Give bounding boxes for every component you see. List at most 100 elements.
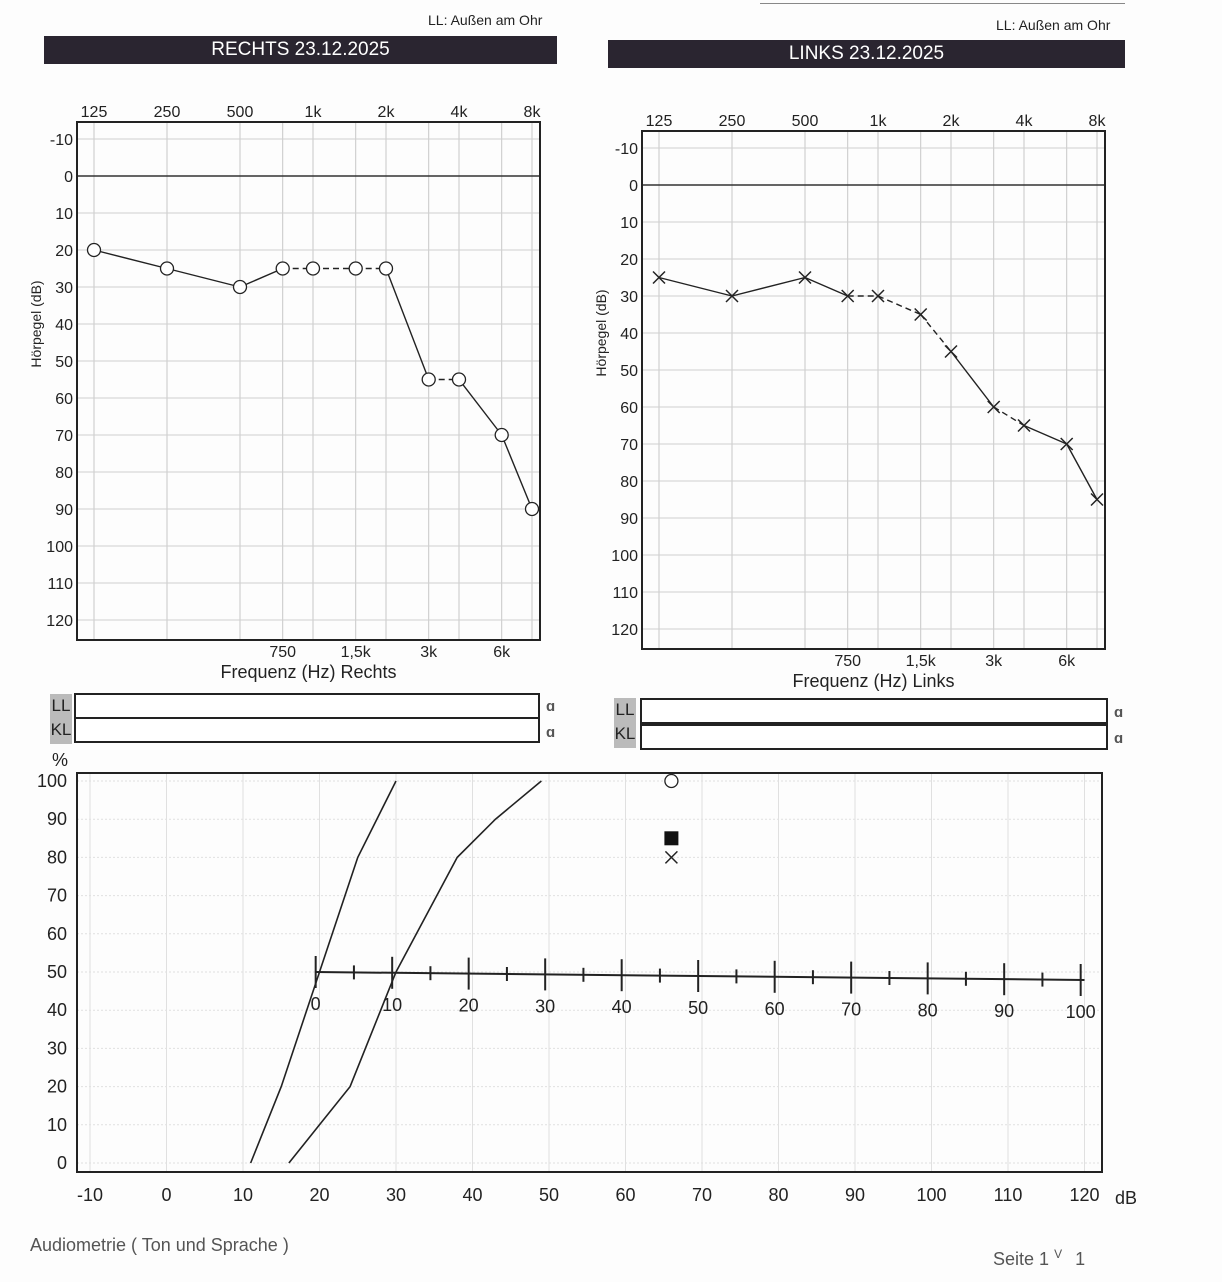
- page-label: Seite 1: [993, 1249, 1050, 1269]
- y-tick-label: 100: [46, 539, 73, 556]
- y-tick-label: 110: [612, 585, 638, 602]
- y-tick-label: 60: [55, 391, 73, 408]
- inner-scale-axis: [315, 971, 1085, 981]
- top-tick-label: 125: [646, 113, 673, 130]
- y-tick-label: 0: [629, 178, 638, 195]
- y-tick-label: 110: [47, 576, 73, 593]
- inner-scale-label: 70: [841, 1000, 861, 1020]
- square-marker: [664, 831, 679, 846]
- y-tick-label: 30: [47, 1038, 67, 1058]
- inner-scale-label: 100: [1066, 1002, 1096, 1022]
- page-indicator: Seite 1 V 1: [993, 1247, 1085, 1270]
- series-segment: [1066, 443, 1098, 500]
- bottom-tick-label: 750: [269, 644, 296, 661]
- top-tick-label: 500: [227, 104, 254, 121]
- x-axis-unit: dB: [1115, 1188, 1137, 1208]
- y-tick-label: 80: [620, 474, 638, 491]
- y-tick-label: 20: [47, 1077, 67, 1097]
- inner-scale-label: 10: [382, 995, 402, 1015]
- circle-marker: [305, 261, 321, 276]
- x-tick-label: 80: [768, 1185, 788, 1205]
- y-tick-label: 40: [47, 1000, 67, 1020]
- y-tick-label: 70: [55, 428, 73, 445]
- ll-kl-tag-left: LL KL: [614, 698, 636, 748]
- series-segment: [501, 434, 533, 510]
- top-tick-label: 4k: [1016, 113, 1034, 130]
- audiogram-right: 125 250 500 1k 2k 4k 8k 750 1,5k 3k 6k -10 0 10 20 30 40…: [28, 104, 541, 682]
- ear-icon: ɑ: [1114, 730, 1124, 747]
- series-segment: [93, 249, 168, 270]
- bottom-tick-label: 3k: [985, 653, 1003, 670]
- x-marker: [664, 850, 678, 864]
- y-tick-label: 0: [57, 1153, 67, 1173]
- top-tick-label: 1k: [305, 104, 323, 121]
- x-marker: [871, 289, 885, 303]
- y-tick-label: 90: [55, 502, 73, 519]
- y-tick-label: 80: [55, 465, 73, 482]
- inner-scale-label: 80: [918, 1000, 938, 1020]
- y-tick-label: 50: [55, 354, 73, 371]
- y-tick-label: 80: [47, 847, 67, 867]
- series-segment: [385, 268, 430, 380]
- y-tick-label: 0: [64, 169, 73, 186]
- bottom-tick-label: 1,5k: [906, 653, 937, 670]
- series-segment: [458, 379, 503, 436]
- bottom-tick-label: 750: [834, 653, 861, 670]
- ll-kl-tag-right: LL KL: [50, 694, 72, 744]
- circle-marker: [451, 372, 467, 387]
- circle-marker: [275, 261, 290, 276]
- y-tick-label: 50: [620, 363, 638, 380]
- circle-marker: [421, 372, 436, 387]
- plot-frame: [76, 772, 1103, 1173]
- x-marker: [798, 270, 812, 285]
- x-tick-label: 90: [845, 1185, 865, 1205]
- x-marker: [1060, 437, 1074, 451]
- series-segment: [920, 314, 952, 352]
- plot-frame: [76, 121, 541, 641]
- y-tick-label: 70: [47, 886, 67, 906]
- series-segment: [877, 295, 921, 316]
- circle-marker: [348, 261, 363, 276]
- ll-field-right[interactable]: [74, 693, 540, 719]
- kl-field-left[interactable]: [640, 724, 1108, 750]
- top-tick-label: 125: [81, 104, 108, 121]
- y-tick-label: 120: [46, 613, 73, 630]
- y-tick-label: 50: [47, 962, 67, 982]
- y-tick-label: 10: [620, 215, 638, 232]
- reference-curve: [288, 780, 542, 1164]
- circle-marker: [159, 261, 175, 276]
- x-tick-label: 50: [539, 1185, 559, 1205]
- x-tick-label: 100: [916, 1185, 946, 1205]
- top-tick-label: 500: [792, 113, 819, 130]
- ear-icon: ɑ: [546, 698, 556, 715]
- x-axis-label: Frequenz (Hz) Rechts: [220, 662, 396, 682]
- y-tick-label: 60: [47, 924, 67, 944]
- inner-scale-label: 60: [765, 999, 785, 1019]
- kl-field-right[interactable]: [74, 717, 540, 743]
- bottom-tick-label: 3k: [420, 644, 438, 661]
- circle-marker: [86, 242, 102, 258]
- y-tick-label: 90: [47, 809, 67, 829]
- x-marker: [914, 307, 928, 322]
- right-title-bar: RECHTS 23.12.2025: [44, 36, 557, 64]
- y-tick-label: 30: [620, 289, 638, 306]
- series-segment: [166, 267, 241, 288]
- x-marker: [1090, 492, 1104, 507]
- kl-label: KL: [614, 724, 636, 743]
- ll-label: LL: [615, 700, 635, 719]
- right-note: LL: Außen am Ohr: [428, 12, 543, 28]
- circle-marker: [494, 427, 509, 443]
- y-tick-label: -10: [615, 141, 638, 158]
- top-tick-label: 8k: [1089, 113, 1107, 130]
- page-of: V: [1054, 1247, 1063, 1261]
- x-marker: [987, 400, 1001, 414]
- top-tick-label: 2k: [943, 113, 961, 130]
- top-tick-label: 250: [154, 104, 181, 121]
- y-tick-label: 30: [55, 280, 73, 297]
- ll-field-left[interactable]: [640, 698, 1108, 724]
- inner-scale-label: 90: [994, 1001, 1014, 1021]
- y-tick-label: 10: [55, 206, 73, 223]
- x-tick-label: -10: [77, 1185, 103, 1205]
- bottom-tick-label: 1,5k: [341, 644, 372, 661]
- x-tick-label: 60: [615, 1185, 635, 1205]
